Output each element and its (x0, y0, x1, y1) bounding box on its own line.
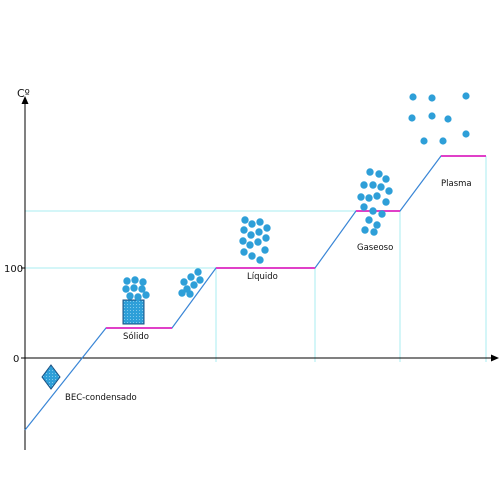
solid-block-icon (122, 299, 145, 325)
particle-dot (186, 290, 194, 298)
particle-dot (409, 93, 417, 101)
particle-dot (126, 292, 134, 300)
particle-dot (360, 181, 368, 189)
particle-dot (382, 175, 390, 183)
particle-dot (246, 241, 254, 249)
particle-dot (248, 220, 256, 228)
particle-dot (365, 216, 373, 224)
particle-dot (240, 226, 248, 234)
label-plasma: Plasma (441, 179, 472, 189)
particle-dot (187, 273, 195, 281)
particle-dot (178, 289, 186, 297)
particle-dot (123, 277, 131, 285)
particle-dot (378, 210, 386, 218)
particle-dot (373, 192, 381, 200)
label-solid: Sólido (123, 331, 149, 342)
label-bec: BEC-condensado (65, 393, 137, 403)
tick-label-100: 100 (4, 264, 23, 275)
particle-dot (382, 198, 390, 206)
particle-dot (420, 137, 428, 145)
particle-dot (375, 170, 383, 178)
bec-diamond-icon (41, 364, 61, 390)
particle-dot (256, 218, 264, 226)
guide-lines (25, 156, 487, 362)
particle-dot (428, 112, 436, 120)
particle-dot (366, 168, 374, 176)
particle-dot (138, 285, 146, 293)
particle-dot (256, 256, 264, 264)
particle-dot (370, 228, 378, 236)
y-axis-label: Cº (17, 87, 30, 100)
particle-dot (262, 234, 270, 242)
particle-dot (239, 237, 247, 245)
particle-dot (131, 276, 139, 284)
tick-label-0: 0 (13, 354, 19, 365)
particle-dot (130, 284, 138, 292)
particle-dot (255, 228, 263, 236)
solid-particles (122, 276, 150, 301)
plasma-particles (408, 92, 470, 145)
particle-dot (428, 94, 436, 102)
plateaus (106, 155, 486, 329)
particle-dot (240, 248, 248, 256)
particle-dot (373, 221, 381, 229)
particle-dot (180, 278, 188, 286)
particle-dot (369, 207, 377, 215)
axes (24, 102, 493, 450)
particle-dot (241, 216, 249, 224)
particle-dot (122, 285, 130, 293)
particle-dot (194, 268, 202, 276)
x-axis-arrow (491, 354, 499, 362)
particle-dot (408, 114, 416, 122)
liquid-particles (239, 216, 271, 264)
particle-dot (360, 203, 368, 211)
particle-dot (196, 276, 204, 284)
melting-particles (178, 268, 204, 298)
y-axis-arrow (21, 96, 29, 104)
particle-dot (190, 281, 198, 289)
particle-dot (462, 130, 470, 138)
particle-dot (462, 92, 470, 100)
particle-dot (385, 187, 393, 195)
particle-dot (365, 194, 373, 202)
particle-dot (444, 115, 452, 123)
particle-dot (361, 226, 369, 234)
particle-dot (261, 246, 269, 254)
particle-dot (134, 293, 142, 301)
heating-curve (24, 155, 486, 431)
label-liquid: Líquido (247, 272, 278, 282)
particle-dot (369, 181, 377, 189)
particle-dot (254, 238, 262, 246)
particle-dot (439, 137, 447, 145)
particle-dot (357, 193, 365, 201)
gas-particles (357, 168, 393, 236)
particle-dot (247, 231, 255, 239)
particle-dot (142, 291, 150, 299)
particle-dot (139, 278, 147, 286)
particle-dot (377, 183, 385, 191)
particle-dot (248, 252, 256, 260)
particle-dot (263, 224, 271, 232)
label-gas: Gaseoso (357, 243, 393, 253)
